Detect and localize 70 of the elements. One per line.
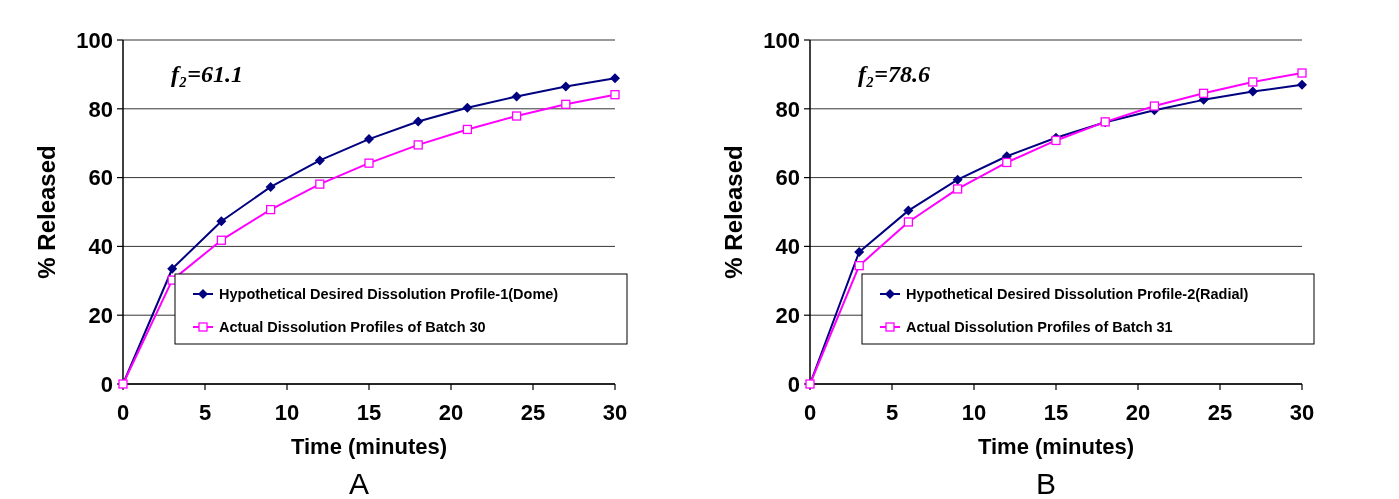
x-tick-label: 10 xyxy=(274,400,300,425)
x-axis-title: Time (minutes) xyxy=(977,434,1135,459)
point xyxy=(610,73,620,84)
point xyxy=(1149,101,1160,111)
point xyxy=(265,204,276,215)
y-tick-label: 20 xyxy=(775,302,800,328)
point xyxy=(1002,157,1012,168)
x-tick-label: 20 xyxy=(438,400,464,425)
x-tick-label: 5 xyxy=(198,400,212,425)
y-tick-label: 60 xyxy=(88,165,113,191)
point xyxy=(216,235,227,245)
y-tick-label: 80 xyxy=(775,96,800,122)
point xyxy=(952,174,963,185)
x-tick-label: 5 xyxy=(885,400,899,425)
point xyxy=(1248,77,1258,87)
point xyxy=(413,116,424,127)
point xyxy=(561,99,571,109)
point xyxy=(462,124,473,135)
point xyxy=(560,81,571,92)
y-tick-label: 80 xyxy=(88,96,113,122)
point xyxy=(854,261,864,271)
point xyxy=(1297,79,1307,90)
point xyxy=(364,158,374,168)
point xyxy=(511,91,522,102)
y-tick-label: 60 xyxy=(775,165,800,191)
text: B xyxy=(1035,467,1057,499)
x-tick-label: 0 xyxy=(803,400,817,425)
y-tick-label: 100 xyxy=(76,27,113,53)
y-tick-label: 40 xyxy=(88,234,113,260)
y-axis-title: % Released xyxy=(720,145,747,279)
x-tick-label: 30 xyxy=(1289,400,1315,425)
point xyxy=(1247,86,1258,97)
text: A xyxy=(348,467,370,499)
x-tick-label: 25 xyxy=(1207,400,1233,425)
point xyxy=(364,134,374,145)
x-tick-label: 30 xyxy=(602,400,628,425)
x-tick-label: 15 xyxy=(356,400,382,425)
x-axis-title: Time (minutes) xyxy=(290,434,448,459)
y-tick-label: 40 xyxy=(775,234,800,260)
annotation: f₂=61.1 xyxy=(171,61,244,87)
point xyxy=(1198,88,1209,98)
x-tick-label: 0 xyxy=(116,400,130,425)
y-tick-label: 20 xyxy=(88,302,113,328)
point xyxy=(265,181,276,192)
y-tick-label: 100 xyxy=(763,27,800,53)
point xyxy=(1297,68,1307,78)
point xyxy=(314,155,325,166)
x-tick-label: 10 xyxy=(961,400,987,425)
point xyxy=(903,217,914,227)
point xyxy=(462,102,473,113)
x-tick-label: 20 xyxy=(1125,400,1151,425)
point xyxy=(952,184,963,194)
point xyxy=(610,90,620,100)
point xyxy=(511,111,522,121)
point xyxy=(216,216,227,227)
point xyxy=(315,179,325,189)
legend-label: Hypothetical Desired Dissolution Profile-1(Dome) xyxy=(219,286,559,303)
x-tick-label: 25 xyxy=(520,400,546,425)
y-tick-label: 0 xyxy=(787,371,800,397)
point xyxy=(167,263,178,274)
point xyxy=(903,205,914,216)
annotation: f₂=78.6 xyxy=(858,61,931,87)
x-tick-label: 15 xyxy=(1043,400,1069,425)
point xyxy=(854,246,865,257)
point xyxy=(413,140,423,150)
y-axis-title: % Released xyxy=(33,145,60,279)
legend-label: Actual Dissolution Profiles of Batch 31 xyxy=(906,319,1173,336)
legend-label: Hypothetical Desired Dissolution Profile-2(Radial) xyxy=(906,286,1249,303)
y-tick-label: 0 xyxy=(100,371,113,397)
legend-label: Actual Dissolution Profiles of Batch 30 xyxy=(219,319,486,336)
